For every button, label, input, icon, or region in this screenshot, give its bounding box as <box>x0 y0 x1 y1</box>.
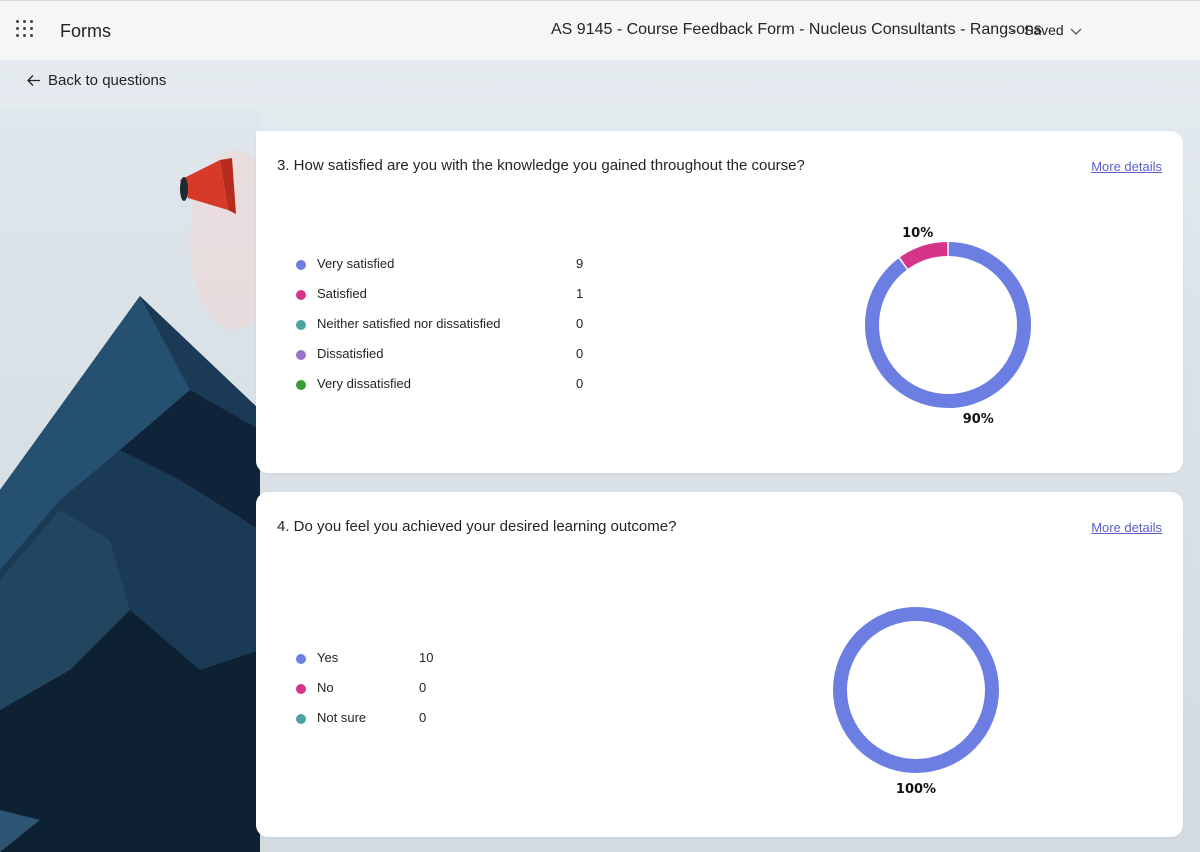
back-to-questions-link[interactable]: Back to questions <box>25 72 166 89</box>
megaphone-icon <box>180 158 236 214</box>
donut-slice[interactable] <box>899 242 948 269</box>
more-details-link[interactable]: More details <box>1091 159 1162 174</box>
save-status: Saved <box>1024 22 1064 38</box>
question-3-card: 3. How satisfied are you with the knowle… <box>256 131 1183 473</box>
app-launcher-icon[interactable] <box>16 20 36 40</box>
legend-label: Neither satisfied nor dissatisfied <box>317 316 501 331</box>
legend-label: Very dissatisfied <box>317 376 411 391</box>
app-name[interactable]: Forms <box>60 21 111 41</box>
legend-swatch <box>296 714 306 724</box>
back-label: Back to questions <box>48 72 167 89</box>
legend-swatch <box>296 290 306 300</box>
legend-swatch <box>296 380 306 390</box>
more-details-link[interactable]: More details <box>1091 520 1162 535</box>
legend-swatch <box>296 654 306 664</box>
title-separator: - <box>1010 22 1015 38</box>
legend-count: 0 <box>576 376 584 391</box>
chevron-down-icon[interactable] <box>1068 23 1084 39</box>
question-title: 3. How satisfied are you with the knowle… <box>277 157 805 174</box>
legend-label: Not sure <box>317 710 367 725</box>
mountain-illustration <box>0 110 260 852</box>
donut-chart: 100% <box>833 607 999 797</box>
legend-label: Dissatisfied <box>317 346 384 361</box>
legend-count: 0 <box>419 680 427 695</box>
slice-label: 90% <box>963 412 994 427</box>
legend-label: Very satisfied <box>317 256 395 271</box>
legend-count: 0 <box>576 316 584 331</box>
document-title[interactable]: AS 9145 - Course Feedback Form - Nucleus… <box>551 21 1042 38</box>
top-bar: Forms AS 9145 - Course Feedback Form - N… <box>0 0 1200 60</box>
arrow-left-icon <box>27 75 40 86</box>
legend-count: 10 <box>419 650 434 665</box>
legend-label: No <box>317 680 334 695</box>
question-title: 4. Do you feel you achieved your desired… <box>277 518 677 535</box>
legend-label: Yes <box>317 650 339 665</box>
legend-swatch <box>296 260 306 270</box>
legend-swatch <box>296 350 306 360</box>
donut-chart: 90% 10% <box>865 226 1031 427</box>
slice-label: 100% <box>896 782 936 797</box>
legend-label: Satisfied <box>317 286 367 301</box>
legend-swatch <box>296 320 306 330</box>
question-4-card: 4. Do you feel you achieved your desired… <box>256 492 1183 837</box>
legend-count: 0 <box>576 346 584 361</box>
legend-count: 0 <box>419 710 427 725</box>
donut-slice[interactable] <box>833 607 999 773</box>
legend-swatch <box>296 684 306 694</box>
slice-label: 10% <box>902 226 933 241</box>
legend-count: 1 <box>576 286 584 301</box>
legend-count: 9 <box>576 256 584 271</box>
donut-slice[interactable] <box>865 242 1031 408</box>
